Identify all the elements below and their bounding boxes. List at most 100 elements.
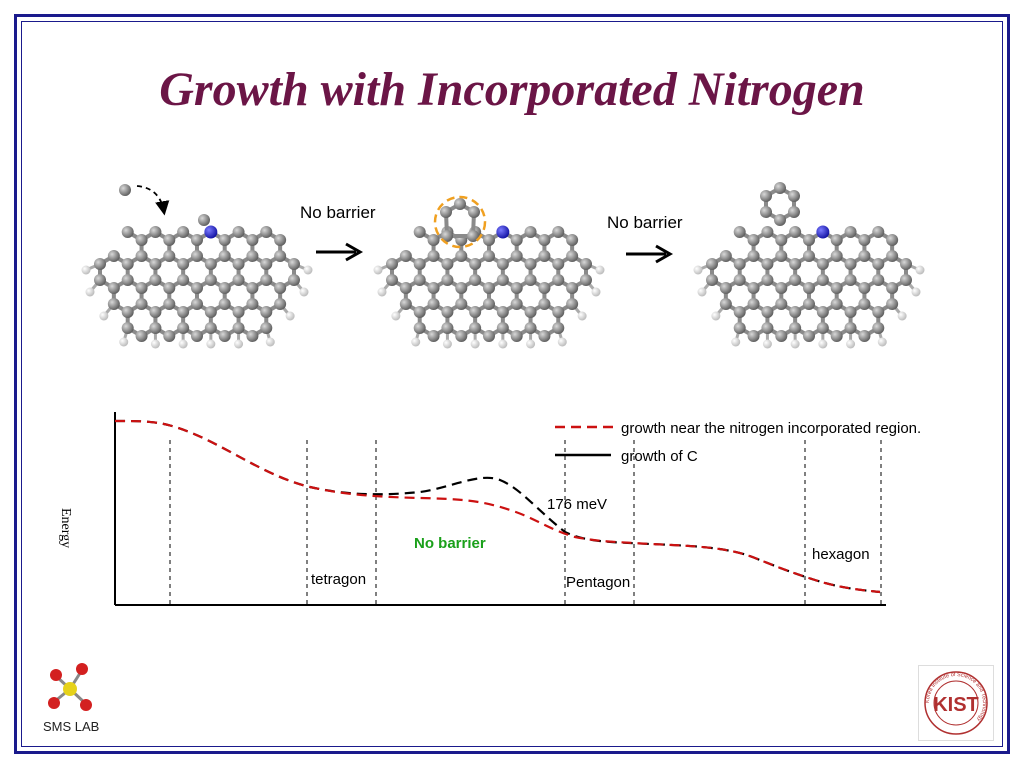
carbon-atom (260, 306, 273, 318)
carbon-atom (524, 226, 537, 238)
kist-logo-box: Korea Institute of Science and Technolog… (918, 665, 994, 741)
carbon-atom (232, 258, 245, 270)
carbon-atom (246, 298, 259, 310)
barrier-value-label: 176 meV (547, 496, 607, 513)
molecule-2 (373, 198, 605, 349)
carbon-atom (886, 250, 899, 262)
carbon-atom (260, 274, 273, 286)
arrow-1-label: No barrier (300, 203, 376, 222)
hydrogen-atom (81, 265, 91, 275)
carbon-atom (761, 306, 774, 318)
hydrogen-atom (178, 339, 188, 349)
carbon-atom (844, 226, 857, 238)
carbon-atom (747, 330, 760, 342)
carbon-atom (733, 322, 746, 334)
hydrogen-atom (846, 339, 856, 349)
carbon-atom (566, 250, 579, 262)
carbon-atom (204, 306, 217, 318)
carbon-atom (135, 282, 148, 294)
carbon-atom (149, 306, 162, 318)
carbon-atom (413, 322, 426, 334)
carbon-atom (482, 282, 495, 294)
carbon-atom (441, 230, 453, 242)
carbon-atom (177, 306, 190, 318)
carbon-atom (775, 250, 788, 262)
carbon-atom (107, 282, 120, 294)
carbon-atom (274, 234, 287, 246)
carbon-atom (469, 306, 482, 318)
carbon-atom (232, 274, 245, 286)
carbon-atom (482, 250, 495, 262)
carbon-atom (719, 282, 732, 294)
carbon-atom (788, 206, 800, 218)
carbon-atom (274, 282, 287, 294)
hydrogen-atom (150, 339, 160, 349)
carbon-atom (858, 234, 871, 246)
carbon-atom (121, 226, 134, 238)
carbon-atom (149, 258, 162, 270)
slide-frame-outer (14, 14, 1010, 754)
carbon-atom (287, 274, 300, 286)
carbon-atom (566, 298, 579, 310)
carbon-atom (427, 330, 440, 342)
carbon-atom (94, 258, 106, 270)
carbon-atom (441, 322, 454, 334)
carbon-atom (218, 298, 231, 310)
carbon-atom (761, 322, 774, 334)
slide-title: Growth with Incorporated Nitrogen (159, 63, 865, 116)
carbon-atom (121, 306, 134, 318)
hydrogen-atom (595, 265, 605, 275)
hydrogen-atom (697, 287, 707, 297)
hydrogen-atom (591, 287, 601, 297)
nitrogen-atom (496, 225, 510, 239)
pentagon-highlight-circle (433, 195, 487, 249)
carbon-atom (467, 230, 479, 242)
carbon-atom (218, 330, 231, 342)
nitrogen-atom (816, 225, 830, 239)
carbon-atom (413, 226, 426, 238)
sms-lab-text: SMS LAB (43, 719, 99, 734)
carbon-atom (816, 306, 829, 318)
carbon-atom (121, 322, 134, 334)
slide-frame-inner (21, 21, 1003, 747)
carbon-atom (816, 258, 829, 270)
carbon-atom (177, 322, 190, 334)
carbon-atom (107, 298, 120, 310)
carbon-atom (538, 298, 551, 310)
carbon-atom (198, 214, 210, 226)
carbon-atom (135, 298, 148, 310)
logo-center-atom (63, 682, 77, 696)
carbon-atom (789, 274, 802, 286)
carbon-atom (886, 234, 899, 246)
carbon-atom (830, 330, 843, 342)
hydrogen-atom (299, 287, 309, 297)
curve-nitrogen-region (114, 419, 881, 594)
hydrogen-atom (731, 337, 741, 347)
carbon-atom (802, 298, 815, 310)
carbon-atom (747, 298, 760, 310)
carbon-atom (496, 322, 509, 334)
carbon-atom (260, 322, 273, 334)
carbon-atom (844, 322, 857, 334)
carbon-atom (761, 274, 774, 286)
tetragon-label: tetragon (311, 571, 366, 588)
hydrogen-atom (693, 265, 703, 275)
logo-atom (50, 669, 62, 681)
carbon-atom (204, 258, 217, 270)
hydrogen-atom (391, 311, 401, 321)
carbon-atom (135, 330, 148, 342)
carbon-atom (524, 258, 537, 270)
carbon-atom (386, 274, 398, 286)
carbon-atom (747, 234, 760, 246)
carbon-atom (510, 250, 523, 262)
carbon-atom (538, 282, 551, 294)
molecule-1 (81, 214, 313, 349)
hydrogen-atom (577, 311, 587, 321)
carbon-atom (496, 274, 509, 286)
carbon-atom (440, 206, 452, 218)
carbon-atom (469, 322, 482, 334)
carbon-atom (427, 234, 440, 246)
carbon-atom (413, 258, 426, 270)
carbon-atom (789, 322, 802, 334)
hydrogen-atom (265, 337, 275, 347)
